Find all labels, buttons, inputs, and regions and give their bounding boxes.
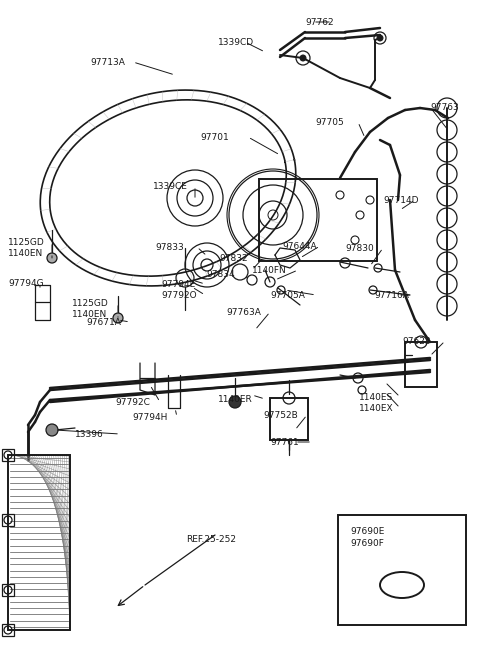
Bar xyxy=(259,179,377,261)
Text: 97671A: 97671A xyxy=(86,318,121,327)
Text: 1125GD: 1125GD xyxy=(72,299,109,308)
Text: 97705: 97705 xyxy=(315,118,344,127)
Circle shape xyxy=(47,253,57,263)
Text: 97705A: 97705A xyxy=(270,291,305,300)
Text: 97794E: 97794E xyxy=(161,280,195,289)
Text: 97644A: 97644A xyxy=(282,242,317,251)
Text: 97792C: 97792C xyxy=(115,398,150,407)
Text: 1140EN: 1140EN xyxy=(8,249,43,258)
Text: 97714D: 97714D xyxy=(383,196,419,205)
Text: 97794G: 97794G xyxy=(8,279,44,288)
Circle shape xyxy=(113,313,123,323)
Text: 97716A: 97716A xyxy=(374,291,409,300)
Text: 97763A: 97763A xyxy=(226,308,261,317)
Text: 1339CD: 1339CD xyxy=(218,38,254,47)
Text: 1140ER: 1140ER xyxy=(218,395,253,404)
Text: 97833: 97833 xyxy=(155,243,184,252)
Text: 97762: 97762 xyxy=(305,18,334,27)
Bar xyxy=(405,342,437,387)
Text: 97763: 97763 xyxy=(430,103,459,112)
Bar xyxy=(2,624,14,636)
Text: 97761: 97761 xyxy=(270,438,299,447)
Text: 97834: 97834 xyxy=(206,270,235,279)
Text: 13396: 13396 xyxy=(75,430,104,439)
Text: 97701: 97701 xyxy=(200,133,229,142)
Text: 97832: 97832 xyxy=(219,254,248,263)
Text: 1140FN: 1140FN xyxy=(252,266,287,275)
Bar xyxy=(2,449,14,461)
Text: 1140EN: 1140EN xyxy=(72,310,107,319)
Text: 97713A: 97713A xyxy=(90,58,125,67)
Circle shape xyxy=(377,35,383,41)
Bar xyxy=(338,515,466,625)
Text: 97792O: 97792O xyxy=(161,291,197,300)
Text: REF.25-252: REF.25-252 xyxy=(186,535,236,544)
Circle shape xyxy=(300,55,306,61)
Text: 97623: 97623 xyxy=(402,337,431,346)
Text: 97794H: 97794H xyxy=(132,413,168,422)
Text: 1125GD: 1125GD xyxy=(8,238,45,247)
Bar xyxy=(2,514,14,526)
Text: 97690E: 97690E xyxy=(350,527,384,536)
Bar xyxy=(2,584,14,596)
Text: 1140EX: 1140EX xyxy=(359,404,394,413)
Text: 1339CE: 1339CE xyxy=(153,182,188,191)
Bar xyxy=(8,455,70,630)
Bar xyxy=(270,398,308,440)
Text: 97690F: 97690F xyxy=(350,539,384,548)
Text: 97830: 97830 xyxy=(345,244,374,253)
Circle shape xyxy=(46,424,58,436)
Text: 97752B: 97752B xyxy=(263,411,298,420)
Circle shape xyxy=(229,396,241,408)
Text: 1140ES: 1140ES xyxy=(359,393,393,402)
